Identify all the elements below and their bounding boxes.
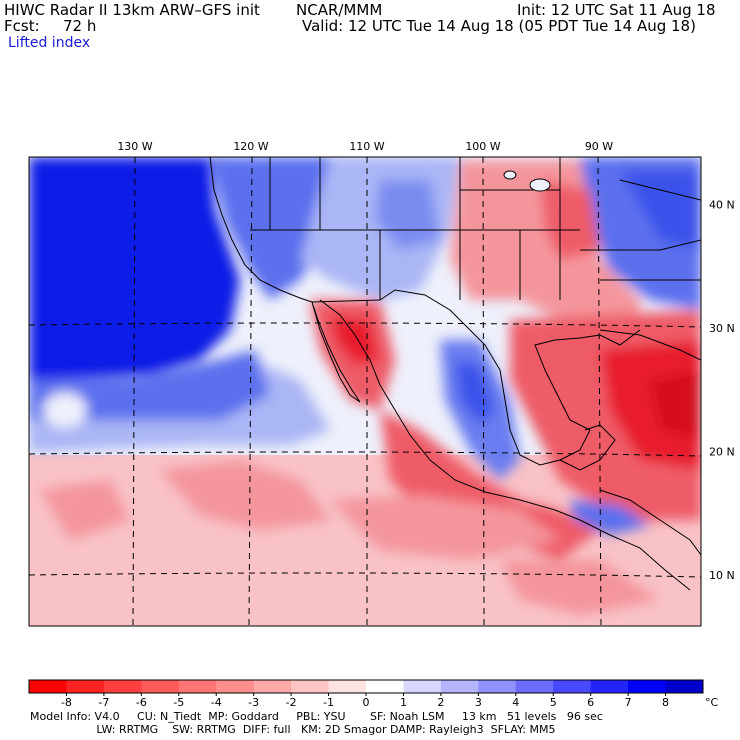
map-frame xyxy=(28,156,702,627)
colorbar-label: 1 xyxy=(400,696,407,709)
lon-label-4: 90 W xyxy=(585,140,613,153)
colorbar-label: 8 xyxy=(662,696,669,709)
lon-label-1: 120 W xyxy=(233,140,268,153)
colorbar-swatch xyxy=(440,680,479,693)
colorbar-label: -3 xyxy=(248,696,259,709)
lat-label-0: 40 N xyxy=(709,199,735,212)
colorbar-swatch xyxy=(29,680,67,693)
colorbar-swatch xyxy=(478,680,517,693)
forecast-hours: 72 h xyxy=(63,17,97,35)
colorbar-label: 2 xyxy=(437,696,444,709)
colorbar-label: 7 xyxy=(625,696,632,709)
run-title: HIWC Radar II 13km ARW–GFS init xyxy=(4,1,260,19)
colorbar-swatch xyxy=(103,680,142,693)
colorbar-swatch xyxy=(328,680,367,693)
lat-label-3: 10 N xyxy=(709,569,735,582)
forecast-label: Fcst: xyxy=(4,17,40,35)
colorbar-swatch xyxy=(178,680,217,693)
colorbar-label: 3 xyxy=(475,696,482,709)
init-time: Init: 12 UTC Sat 11 Aug 18 xyxy=(517,1,716,19)
field-name: Lifted index xyxy=(8,35,91,51)
colorbar-label: 6 xyxy=(587,696,594,709)
colorbar-swatch xyxy=(628,680,667,693)
colorbar-label: -2 xyxy=(286,696,297,709)
colorbar-label: 4 xyxy=(512,696,519,709)
colorbar-swatch xyxy=(141,680,180,693)
colorbar-swatch xyxy=(291,680,330,693)
colorbar-label: -7 xyxy=(98,696,109,709)
colorbar-swatch xyxy=(515,680,554,693)
colorbar-label: -1 xyxy=(323,696,334,709)
lon-label-3: 100 W xyxy=(465,140,500,153)
colorbar-swatch xyxy=(665,680,704,693)
organization: NCAR/MMM xyxy=(296,1,383,19)
lat-label-1: 30 N xyxy=(709,322,735,335)
colorbar-label: 0 xyxy=(363,696,370,709)
latitude-labels: 40 N 30 N 20 N 10 N xyxy=(709,199,735,583)
longitude-labels: 130 W 120 W 110 W 100 W 90 W xyxy=(117,140,613,153)
colorbar-swatch xyxy=(590,680,629,693)
colorbar-unit: °C xyxy=(705,696,719,709)
colorbar-label: 5 xyxy=(550,696,557,709)
colorbar-swatch xyxy=(253,680,292,693)
lat-label-2: 20 N xyxy=(709,446,735,459)
model-info-line1: Model Info: V4.0 CU: N_Tiedt MP: Goddard… xyxy=(30,710,603,723)
colorbar: -8 -7 -6 -5 -4 -3 -2 -1 0 1 2 3 4 5 6 7 8 °C xyxy=(28,679,719,709)
model-info-line2: LW: RRTMG SW: RRTMG DIFF: full KM: 2D Sm… xyxy=(30,723,556,736)
colorbar-swatch xyxy=(553,680,592,693)
valid-time: Valid: 12 UTC Tue 14 Aug 18 (05 PDT Tue … xyxy=(302,17,696,35)
lifted-index-field xyxy=(29,157,701,626)
colorbar-label: -8 xyxy=(61,696,72,709)
colorbar-swatch xyxy=(66,680,105,693)
lon-label-0: 130 W xyxy=(117,140,152,153)
colorbar-swatch xyxy=(216,680,255,693)
lon-label-2: 110 W xyxy=(349,140,384,153)
colorbar-swatch xyxy=(403,680,442,693)
colorbar-swatch xyxy=(366,680,404,693)
colorbar-label: -4 xyxy=(211,696,222,709)
colorbar-label: -5 xyxy=(173,696,184,709)
colorbar-label: -6 xyxy=(136,696,147,709)
